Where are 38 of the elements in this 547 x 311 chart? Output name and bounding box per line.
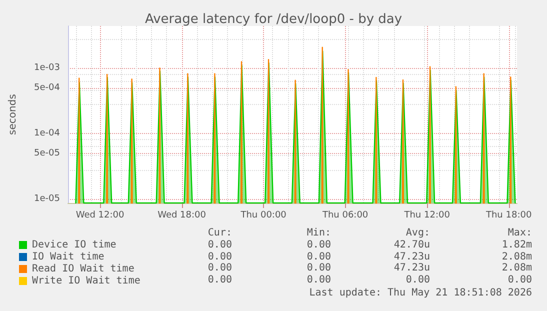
y-tick-label: 1e-03 [34, 63, 60, 74]
text: Min: [306, 228, 331, 238]
text: 47.23u [394, 262, 430, 274]
x-tick-label: Wed 18:00 [158, 210, 206, 220]
legend-label: Device IO time [32, 240, 116, 250]
text: 2.08m [502, 262, 532, 274]
text: 0.00 [306, 274, 331, 286]
text: 0.00 [208, 252, 232, 262]
legend-label: Read IO Wait time [32, 264, 134, 274]
x-tick-label: Thu 18:00 [484, 210, 532, 220]
chart-title: Average latency for /dev/loop0 - by day [144, 12, 402, 27]
x-tick-label: Wed 12:00 [76, 210, 125, 220]
text: 1.82m [502, 240, 532, 250]
y-tick-label: 5e-04 [34, 82, 60, 93]
text: 0.00 [406, 274, 430, 286]
y-tick-label: 5e-05 [34, 148, 60, 158]
text: 0.00 [508, 274, 532, 286]
legend-label: Write IO Wait time [32, 276, 140, 286]
x-tick-label: Thu 06:00 [321, 210, 368, 220]
text: 2.08m [502, 252, 532, 262]
y-tick-label: 1e-04 [34, 128, 60, 139]
text: 0.00 [306, 252, 331, 262]
x-tick-label: Thu 00:00 [240, 210, 287, 220]
y-tick-label: 1e-05 [34, 194, 60, 204]
text: 0.00 [208, 274, 232, 286]
y-axis-title: seconds [8, 94, 18, 135]
text: Cur: [208, 228, 232, 238]
text: Avg: [406, 228, 430, 238]
text: Max: [508, 228, 532, 238]
x-tick-label: Thu 12:00 [403, 210, 450, 220]
text: 0.00 [208, 262, 232, 274]
text: Last update: Thu May 21 18:51:08 2026 [309, 288, 532, 298]
text: 0.00 [306, 262, 331, 274]
text: 0.00 [208, 240, 232, 250]
text: 42.70u [394, 240, 430, 250]
legend-label: IO Wait time [32, 252, 104, 262]
text: 0.00 [306, 240, 331, 250]
text: 47.23u [394, 252, 430, 262]
